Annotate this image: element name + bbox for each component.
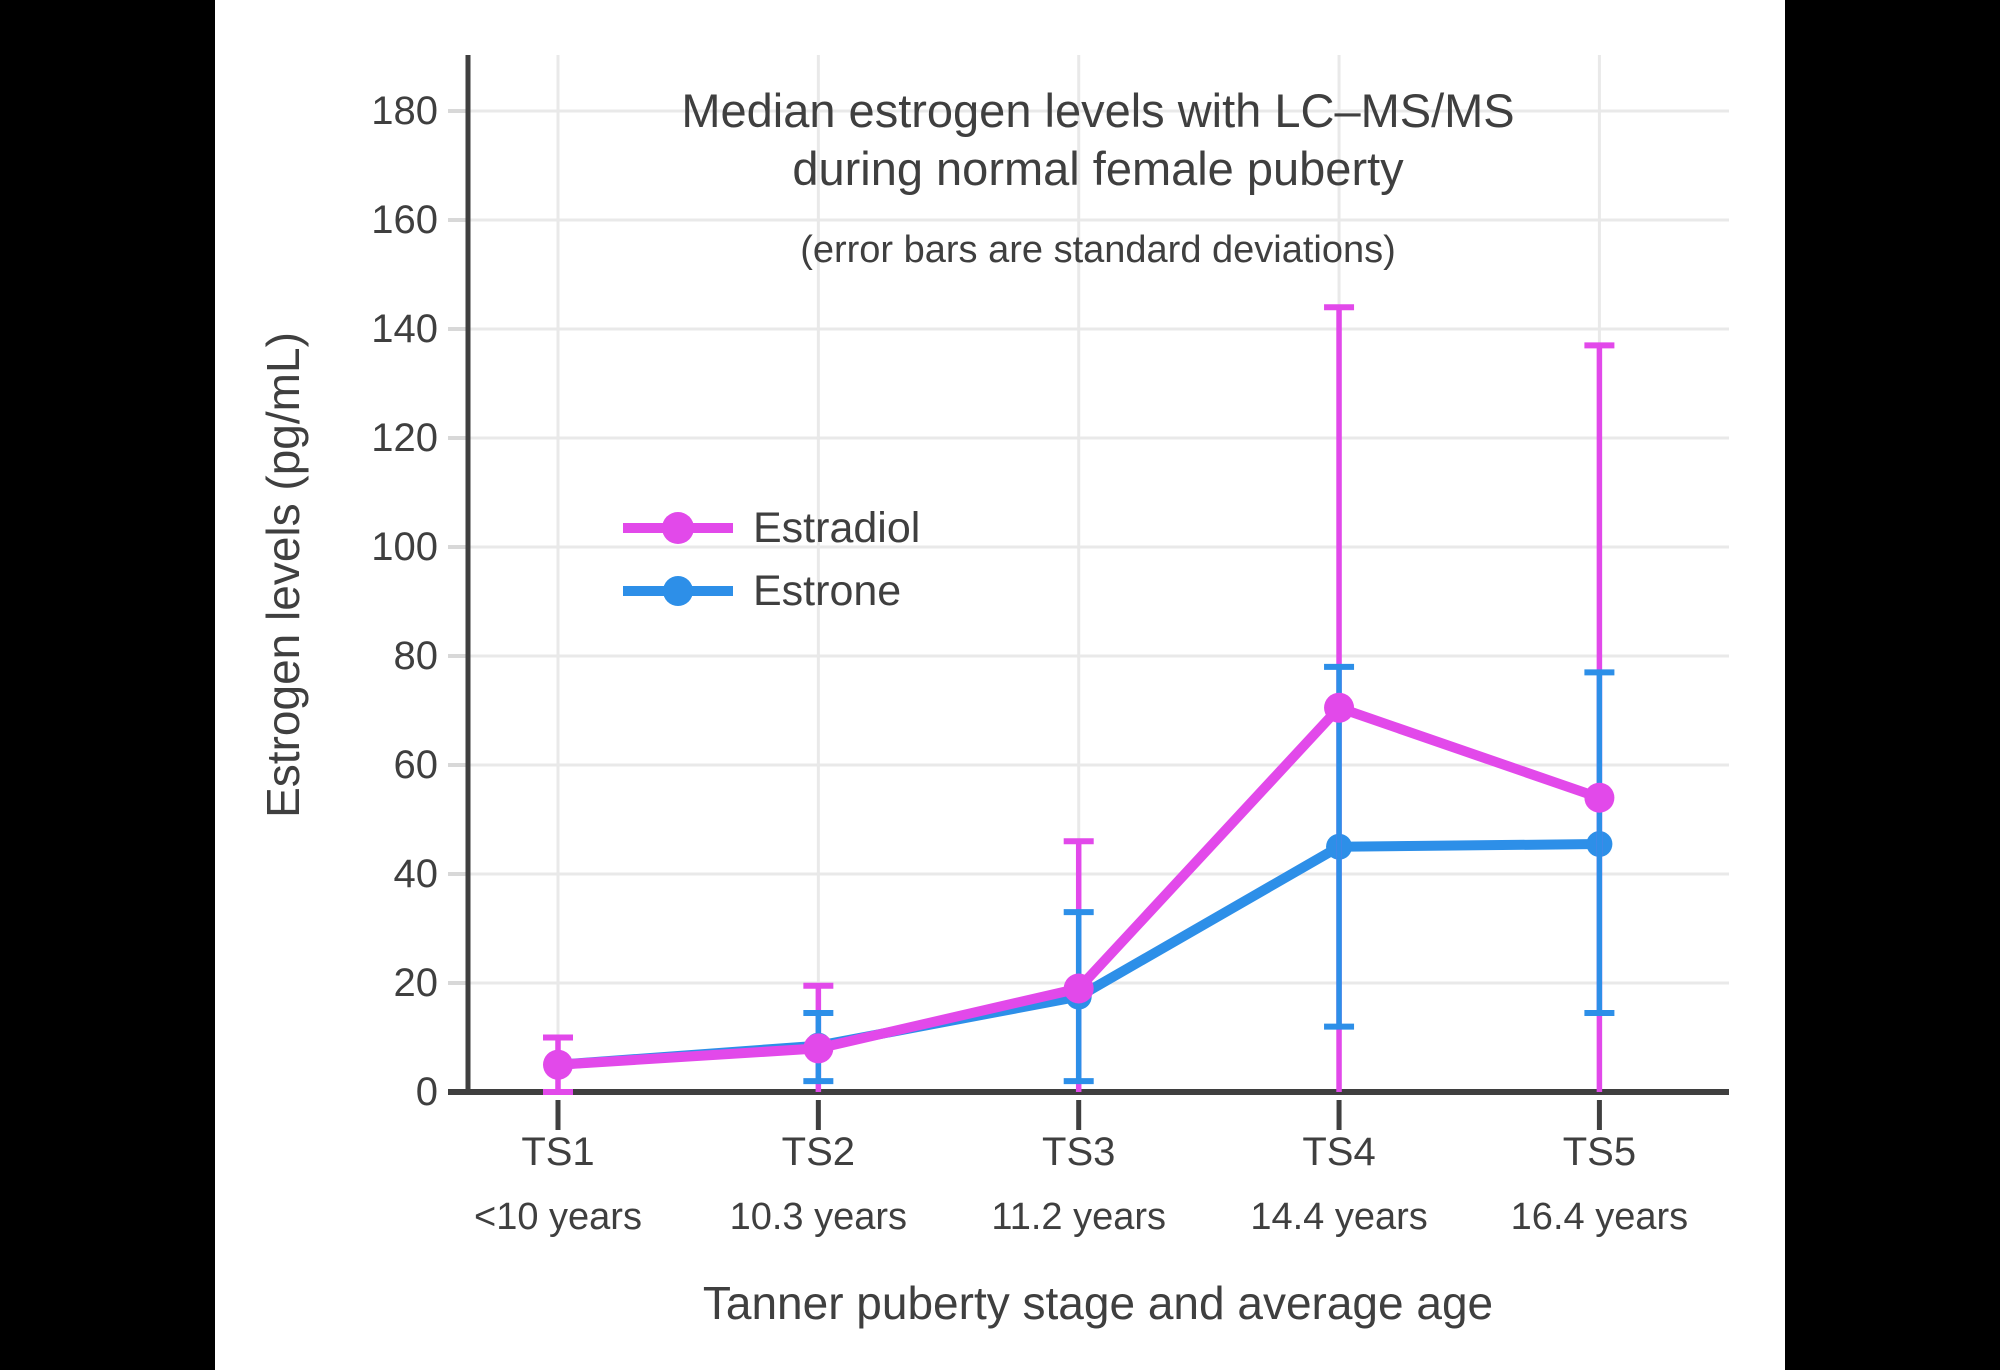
x-stage-label: TS3 (1042, 1130, 1115, 1174)
estradiol-point (1063, 973, 1094, 1004)
y-axis-title: Estrogen levels (pg/mL) (257, 332, 309, 818)
legend-estrone-marker (663, 576, 693, 606)
y-tick-label: 180 (371, 89, 438, 133)
y-tick-label: 0 (416, 1070, 438, 1114)
x-age-label: 14.4 years (1250, 1196, 1427, 1238)
x-tick-labels: TS1 <10 years TS2 10.3 years TS3 11.2 years TS… (474, 1130, 1688, 1238)
chart-subtitle: (error bars are standard deviations) (800, 229, 1396, 271)
estrone-error-bars (803, 663, 1615, 1085)
estradiol-point (543, 1049, 573, 1080)
estradiol-point (1324, 692, 1355, 723)
legend-estradiol-marker (662, 512, 694, 544)
y-tick-label: 40 (394, 852, 439, 896)
x-age-label: 11.2 years (991, 1196, 1166, 1238)
legend-item-estradiol: Estradiol (623, 504, 920, 552)
chart-title-line-1: Median estrogen levels with LC–MS/MS (681, 84, 1514, 137)
x-age-label: 10.3 years (730, 1196, 907, 1238)
x-stage-label: TS1 (521, 1130, 594, 1174)
x-axis-ticks (555, 1100, 1602, 1130)
chart-panel (215, 0, 1785, 1370)
x-age-label: 16.4 years (1511, 1196, 1688, 1238)
x-axis-title: Tanner puberty stage and average age (703, 1277, 1493, 1329)
y-tick-label: 140 (371, 307, 438, 351)
legend-item-estrone: Estrone (623, 567, 901, 615)
x-stage-label: TS5 (1563, 1130, 1636, 1174)
x-stage-label: TS4 (1302, 1130, 1375, 1174)
axis-spines (448, 55, 1729, 1095)
estradiol-point (803, 1033, 834, 1064)
x-stage-label: TS2 (782, 1130, 855, 1174)
y-tick-label: 100 (371, 525, 438, 569)
y-tick-label: 60 (394, 743, 439, 787)
legend-estrone-label: Estrone (753, 567, 901, 615)
x-age-label: <10 years (474, 1196, 642, 1238)
chart-title-line-2: during normal female puberty (792, 142, 1404, 195)
legend-estradiol-label: Estradiol (753, 504, 920, 552)
y-tick-label: 160 (371, 198, 438, 242)
y-tick-labels: 0 20 40 60 80 100 120 140 160 180 (371, 89, 438, 1114)
y-axis-ticks (448, 109, 468, 1094)
y-tick-label: 80 (394, 634, 439, 678)
y-tick-label: 20 (394, 961, 439, 1005)
estradiol-point (1584, 782, 1615, 813)
estradiol-line-layer (543, 692, 1615, 1080)
y-tick-label: 120 (371, 416, 438, 460)
legend: Estradiol Estrone (623, 504, 920, 615)
